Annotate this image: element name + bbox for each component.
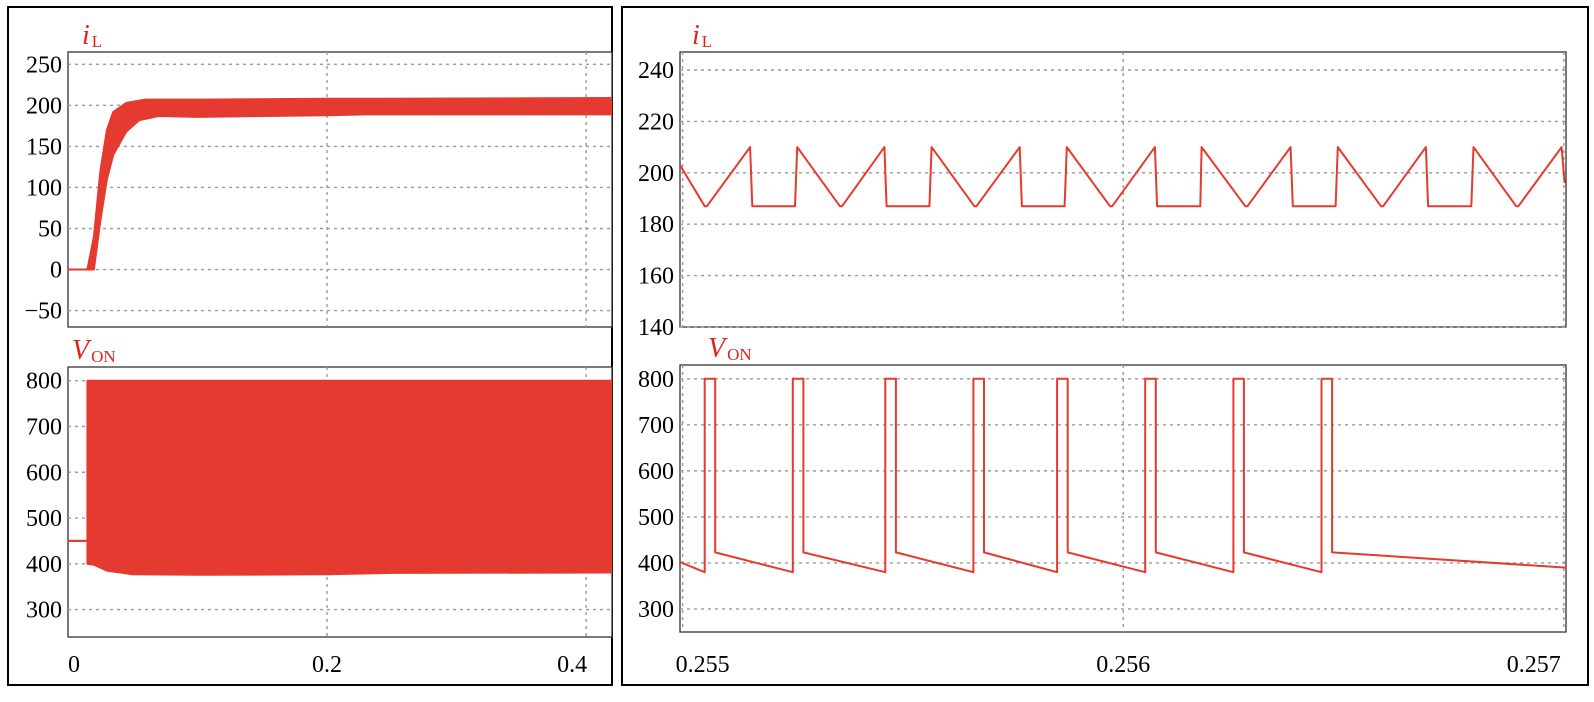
y-tick-label: 300	[638, 597, 674, 623]
y-tick-label: 0	[50, 258, 62, 284]
x-tick-label: 0.256	[1096, 652, 1150, 678]
left-panel: −50 0 50 100 150 200 250 i L 300 400 500 600 700 800 V O…	[7, 6, 613, 686]
y-tick-label: 240	[638, 58, 674, 84]
series-group	[680, 377, 1566, 574]
x-tick-label: 0.255	[676, 652, 730, 678]
series-line-upper	[68, 97, 612, 271]
series-line	[680, 377, 1566, 574]
y-tick-label: 400	[638, 551, 674, 577]
y-tick-label: 160	[638, 264, 674, 290]
panel-border	[7, 6, 613, 686]
series-envelope	[68, 380, 612, 575]
subplot-voltage: 300 400 500 600 700 800 V ON 0 0.2 0.4	[26, 335, 613, 678]
series-line	[680, 146, 1566, 208]
y-tick-label: 600	[26, 460, 62, 486]
y-tick-label: 200	[638, 161, 674, 187]
x-tick-label: 0	[68, 652, 80, 678]
y-tick-label: 140	[638, 315, 674, 341]
y-tick-label: 50	[38, 216, 62, 242]
y-tick-label: 220	[638, 109, 674, 135]
y-tick-label: 250	[26, 52, 62, 78]
subplot-current: 140 160 180 200 220 240 i L	[638, 20, 1567, 341]
series-line-lower	[68, 539, 612, 576]
y-axis-label: V ON	[708, 333, 752, 364]
y-tick-label: −50	[24, 299, 62, 325]
y-tick-label: 700	[26, 414, 62, 440]
series-envelope	[68, 98, 612, 270]
y-tick-label: 100	[26, 175, 62, 201]
y-tick-label: 300	[26, 598, 62, 624]
x-tick-label: 0.2	[312, 652, 342, 678]
plot-area	[67, 51, 613, 328]
y-tick-label: 150	[26, 134, 62, 160]
x-tick-label: 0.4	[557, 652, 587, 678]
series-group	[68, 379, 612, 576]
y-tick-label: 400	[26, 552, 62, 578]
y-tick-label: 800	[638, 367, 674, 393]
series-group	[68, 97, 612, 271]
series-group	[680, 146, 1566, 208]
y-tick-label: 180	[638, 212, 674, 238]
right-panel: 140 160 180 200 220 240 i L 300 400 500 600 700 800 V O…	[621, 6, 1589, 686]
y-tick-label: 200	[26, 93, 62, 119]
y-axis-label: V ON	[72, 335, 116, 366]
y-tick-label: 500	[638, 505, 674, 531]
subplot-current: −50 0 50 100 150 200 250 i L	[24, 20, 613, 328]
y-tick-label: 500	[26, 506, 62, 532]
series-line-lower	[68, 113, 612, 271]
y-tick-label: 600	[638, 459, 674, 485]
panel-border	[621, 6, 1589, 686]
x-tick-label: 0.257	[1507, 652, 1561, 678]
subplot-voltage: 300 400 500 600 700 800 V ON 0.255 0.256 0.257	[638, 333, 1567, 678]
y-tick-label: 700	[638, 413, 674, 439]
y-tick-label: 800	[26, 369, 62, 395]
